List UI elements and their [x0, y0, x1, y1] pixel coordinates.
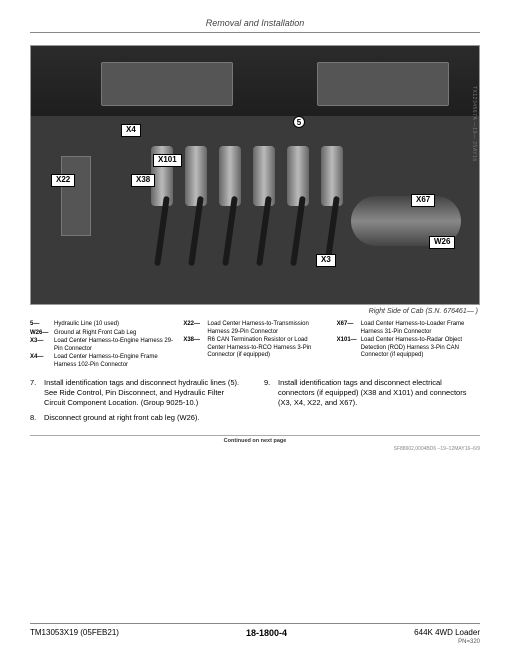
legend-key: X4— — [30, 354, 54, 369]
hydraulic-fitting — [287, 146, 309, 206]
legend-col-1: 5—Hydraulic Line (10 used) W26—Ground at… — [30, 321, 173, 370]
step-number: 7. — [30, 378, 44, 407]
steps-col-right: 9.Install identification tags and discon… — [264, 378, 480, 429]
legend-key: W26— — [30, 330, 54, 338]
continued-note: Continued on next page — [30, 435, 480, 444]
legend-key: X67— — [337, 321, 361, 336]
legend-key: 5— — [30, 321, 54, 329]
hydraulic-fitting — [253, 146, 275, 206]
step-text: Install identification tags and disconne… — [278, 378, 480, 407]
legend-item: X38—R6 CAN Termination Resistor or Load … — [183, 337, 326, 360]
step-8: 8.Disconnect ground at right front cab l… — [30, 413, 246, 423]
legend-item: 5—Hydraulic Line (10 used) — [30, 321, 173, 329]
footer-pn: PN=320 — [414, 639, 480, 645]
step-text: Install identification tags and disconne… — [44, 378, 246, 407]
legend-text: Load Center Harness-to-Engine Frame Harn… — [54, 354, 173, 369]
figure-side-reference: TX1234567A —19— 25AY16 — [471, 86, 477, 162]
step-7: 7.Install identification tags and discon… — [30, 378, 246, 407]
hydraulic-fitting — [321, 146, 343, 206]
legend-text: Load Center Harness-to-Engine Harness 29… — [54, 338, 173, 353]
micro-reference: SF88602,0004BD6 –19–12MAY16–6/9 — [30, 446, 480, 452]
steps-col-left: 7.Install identification tags and discon… — [30, 378, 246, 429]
step-text: Disconnect ground at right front cab leg… — [44, 413, 200, 423]
callout-5: 5 — [293, 116, 305, 128]
section-header: Removal and Installation — [30, 18, 480, 33]
legend-key: X22— — [183, 321, 207, 336]
legend-key: X38— — [183, 337, 207, 360]
footer-doc-id: TM13053X19 (05FEB21) — [30, 628, 119, 637]
legend-item: X101—Load Center Harness-to-Radar Object… — [337, 337, 480, 360]
callout-x4: X4 — [121, 124, 141, 137]
figure-photo: X4 X22 X38 X101 5 X67 X3 W26 TX1234567A … — [30, 45, 480, 305]
callout-w26: W26 — [429, 236, 455, 249]
procedure-steps: 7.Install identification tags and discon… — [30, 378, 480, 429]
hydraulic-fitting — [185, 146, 207, 206]
callout-x67: X67 — [411, 194, 435, 207]
footer-page-number: 18-1800-4 — [246, 628, 287, 638]
figure-caption: Right Side of Cab (S.N. 676461— ) — [30, 308, 478, 315]
section-title: Removal and Installation — [206, 18, 305, 28]
legend-item: W26—Ground at Right Front Cab Leg — [30, 330, 173, 338]
legend-text: Ground at Right Front Cab Leg — [54, 330, 173, 338]
legend-key: X3— — [30, 338, 54, 353]
callout-x38: X38 — [131, 174, 155, 187]
legend-text: Load Center Harness-to-Radar Object Dete… — [361, 337, 480, 360]
legend-text: Load Center Harness-to-Transmission Harn… — [207, 321, 326, 336]
left-bracket — [61, 156, 91, 236]
legend-key: X101— — [337, 337, 361, 360]
legend-item: X67—Load Center Harness-to-Loader Frame … — [337, 321, 480, 336]
legend-col-2: X22—Load Center Harness-to-Transmission … — [183, 321, 326, 370]
step-number: 8. — [30, 413, 44, 423]
footer-model: 644K 4WD Loader — [414, 628, 480, 637]
legend-text: R6 CAN Termination Resistor or Load Cent… — [207, 337, 326, 360]
callout-x101: X101 — [153, 154, 182, 167]
legend: 5—Hydraulic Line (10 used) W26—Ground at… — [30, 321, 480, 370]
hydraulic-fitting — [219, 146, 241, 206]
legend-text: Load Center Harness-to-Loader Frame Harn… — [361, 321, 480, 336]
legend-col-3: X67—Load Center Harness-to-Loader Frame … — [337, 321, 480, 370]
legend-item: X3—Load Center Harness-to-Engine Harness… — [30, 338, 173, 353]
footer-right: 644K 4WD Loader PN=320 — [414, 628, 480, 645]
callout-x22: X22 — [51, 174, 75, 187]
callout-x3: X3 — [316, 254, 336, 267]
step-9: 9.Install identification tags and discon… — [264, 378, 480, 407]
machinery-upper-panel — [31, 46, 479, 116]
legend-text: Hydraulic Line (10 used) — [54, 321, 173, 329]
legend-item: X22—Load Center Harness-to-Transmission … — [183, 321, 326, 336]
page-footer: TM13053X19 (05FEB21) 18-1800-4 644K 4WD … — [30, 623, 480, 645]
step-number: 9. — [264, 378, 278, 407]
legend-item: X4—Load Center Harness-to-Engine Frame H… — [30, 354, 173, 369]
